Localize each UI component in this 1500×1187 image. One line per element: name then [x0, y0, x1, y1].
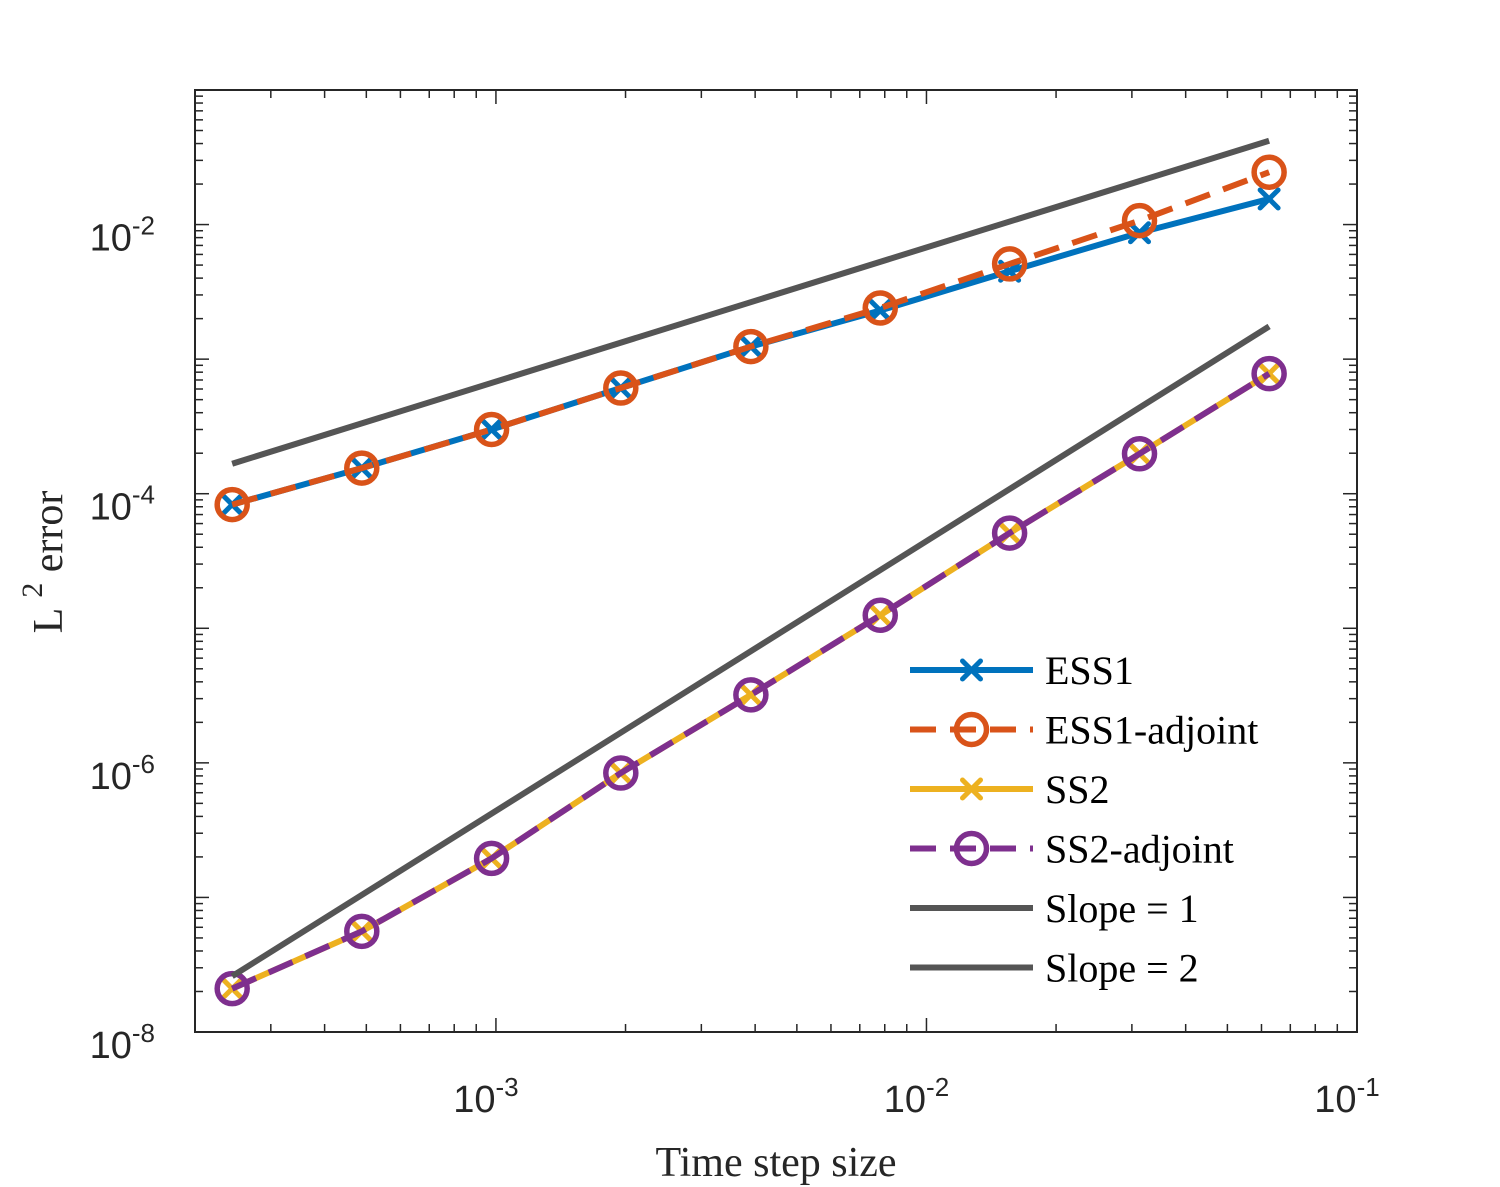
series-ss2-adjoint	[214, 355, 1287, 1007]
point-ss2-adjoint	[733, 677, 769, 713]
series-line-ess1-adjoint	[231, 169, 1271, 508]
y-tick-label-exponent: -6	[132, 749, 155, 779]
legend-label-ss2-adjoint: SS2-adjoint	[1045, 827, 1234, 872]
series-line-slope-2	[230, 323, 1271, 979]
y-tick-label-base: 10	[90, 756, 132, 798]
x-axis-label: Time step size	[655, 1140, 896, 1186]
legend-item-ss2-adjoint: SS2-adjoint	[910, 827, 1234, 872]
point-ess1-adjoint	[603, 370, 639, 406]
legend-label-ess1-adjoint: ESS1-adjoint	[1045, 708, 1258, 753]
point-ss2-adjoint	[473, 840, 510, 877]
legend-marker-ss2	[960, 777, 983, 801]
series-slope-1	[231, 137, 1271, 467]
x-tick-label: 10-1	[1314, 1072, 1379, 1121]
x-tick-label: 10-2	[884, 1072, 949, 1121]
point-ess1-adjoint	[1251, 154, 1287, 190]
point-ess1	[1128, 221, 1152, 245]
series-line-slope-1	[231, 137, 1271, 467]
legend-label-slope-1: Slope = 1	[1045, 886, 1199, 931]
x-tick-label-base: 10	[884, 1079, 926, 1121]
legend-item-slope-2: Slope = 2	[910, 946, 1199, 991]
legend: ESS1 ESS1-adjoint SS2 SS2-adjoint Slope = 1 S…	[910, 648, 1258, 991]
point-ess1-adjoint	[473, 411, 510, 448]
x-tick-label: 10-3	[453, 1072, 518, 1121]
legend-item-ess1: ESS1	[910, 648, 1134, 693]
y-tick-label-base: 10	[90, 487, 132, 529]
y-tick-label-exponent: -8	[132, 1018, 155, 1048]
legend-item-ss2: SS2	[910, 767, 1110, 812]
point-ess1-adjoint	[344, 450, 380, 486]
series-layer	[214, 137, 1287, 1007]
point-ess1	[220, 493, 244, 517]
y-tick-label-exponent: -4	[132, 480, 155, 510]
legend-item-ess1-adjoint: ESS1-adjoint	[910, 708, 1258, 753]
point-ess1	[480, 418, 504, 442]
tick-labels: 10-3 10-2 10-110-810-610-410-2	[90, 211, 1380, 1121]
legend-marker-ess1	[960, 658, 983, 682]
axis-ticks	[194, 89, 1358, 1033]
y-tick-label: 10-6	[90, 749, 155, 798]
y-axis-label-superscript: 2	[16, 583, 49, 598]
point-ss2-adjoint	[344, 913, 380, 950]
y-axis-label-base: L	[26, 608, 72, 634]
legend-marker-ss2-adjoint	[953, 830, 990, 867]
y-tick-label: 10-8	[90, 1018, 155, 1067]
point-ss2-adjoint	[862, 597, 898, 633]
y-axis-label: L 2 error	[16, 491, 72, 634]
y-axis-label-rest: error	[26, 491, 72, 583]
legend-label-slope-2: Slope = 2	[1045, 946, 1199, 991]
x-tick-label-exponent: -1	[1357, 1072, 1380, 1102]
point-ess1-adjoint	[1121, 202, 1158, 239]
series-ess1-adjoint	[214, 154, 1287, 523]
x-tick-label-exponent: -2	[926, 1072, 949, 1102]
series-slope-2	[230, 323, 1271, 979]
x-tick-label-exponent: -3	[496, 1072, 519, 1102]
legend-label-ss2: SS2	[1045, 767, 1110, 812]
point-ss2-adjoint	[603, 755, 639, 791]
legend-marker-ess1-adjoint	[953, 711, 990, 748]
y-tick-label-base: 10	[90, 1025, 132, 1067]
point-ess1-adjoint	[991, 246, 1028, 282]
y-tick-label: 10-2	[90, 211, 155, 260]
legend-item-slope-1: Slope = 1	[910, 886, 1199, 931]
y-tick-label-base: 10	[90, 218, 132, 260]
point-ss2-adjoint	[1251, 355, 1287, 392]
point-ess1	[1257, 187, 1281, 211]
x-tick-label-base: 10	[453, 1079, 495, 1121]
y-tick-label-exponent: -2	[132, 211, 155, 241]
point-ss2-adjoint	[1121, 436, 1158, 472]
point-ess1-adjoint	[214, 486, 250, 523]
legend-label-ess1: ESS1	[1045, 648, 1134, 693]
x-tick-label-base: 10	[1314, 1079, 1356, 1121]
point-ess1-adjoint	[733, 328, 769, 365]
point-ess1-adjoint	[862, 290, 898, 326]
point-ss2-adjoint	[991, 515, 1028, 551]
series-line-ss2-adjoint	[230, 371, 1271, 992]
y-tick-label: 10-4	[90, 480, 155, 529]
